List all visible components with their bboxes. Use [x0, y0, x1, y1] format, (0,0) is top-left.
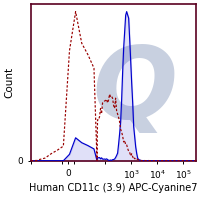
Text: Q: Q: [92, 43, 177, 140]
Y-axis label: Count: Count: [4, 67, 14, 98]
X-axis label: Human CD11c (3.9) APC-Cyanine7: Human CD11c (3.9) APC-Cyanine7: [29, 183, 198, 193]
